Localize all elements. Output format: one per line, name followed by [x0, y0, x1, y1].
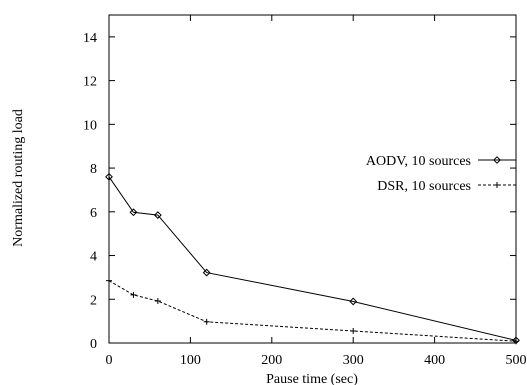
data-point-diamond — [129, 208, 138, 217]
series-line-dsr — [108, 280, 517, 342]
data-point-plus — [203, 318, 210, 325]
data-point-plus — [154, 298, 161, 305]
legend: AODV, 10 sources DSR, 10 sources — [366, 154, 516, 194]
x-tick-label: 400 — [424, 353, 445, 368]
data-point-plus — [130, 291, 137, 298]
data-point-plus — [494, 182, 500, 188]
plot-frame — [108, 14, 517, 344]
x-tick-label: 200 — [261, 353, 282, 368]
data-point-plus — [106, 277, 112, 284]
y-tick-label: 0 — [90, 337, 97, 352]
data-point-diamond — [105, 172, 113, 181]
data-point-plus — [350, 327, 357, 334]
series-line-aodv — [108, 176, 517, 341]
legend-label: AODV, 10 sources — [366, 154, 471, 169]
series-layer — [105, 172, 520, 345]
data-point-diamond — [349, 297, 358, 306]
y-tick-label: 6 — [90, 206, 97, 221]
y-tick-label: 8 — [90, 162, 97, 177]
legend-label: DSR, 10 sources — [377, 179, 471, 194]
x-tick-label: 500 — [506, 353, 527, 368]
x-tick-label: 100 — [180, 353, 201, 368]
y-tick-label: 14 — [83, 31, 97, 46]
x-tick-label: 0 — [106, 353, 113, 368]
y-tick-label: 10 — [83, 118, 97, 133]
x-axis-label: Pause time (sec) — [266, 372, 358, 385]
x-tick-label: 300 — [343, 353, 364, 368]
y-tick-label: 2 — [90, 293, 97, 308]
data-point-plus — [513, 338, 519, 345]
data-point-diamond — [153, 211, 162, 219]
y-axis-ticks: 0 2 4 6 8 10 12 14 — [83, 31, 516, 352]
data-point-diamond — [202, 268, 211, 277]
y-tick-label: 12 — [83, 75, 97, 90]
x-axis-ticks: 0 100 200 300 400 500 — [106, 15, 527, 368]
y-axis-label: Normalized routing load — [11, 109, 26, 247]
data-point-diamond — [493, 156, 501, 164]
y-tick-label: 4 — [90, 250, 97, 265]
